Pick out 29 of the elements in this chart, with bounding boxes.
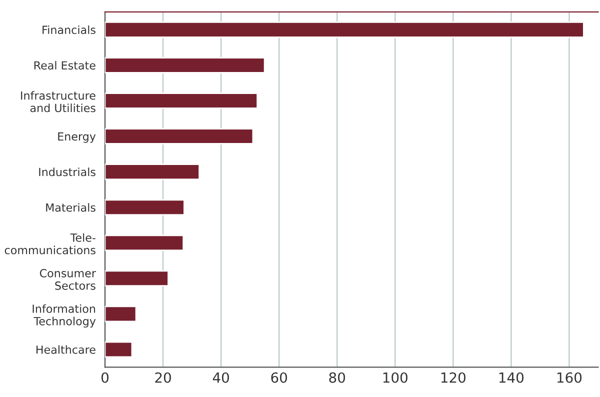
x-tick-label: 40 [212,372,229,383]
bar [105,234,184,252]
y-tick-label: Materials [46,203,96,212]
bar [105,164,200,180]
bar [105,199,185,216]
y-tick-label: Consumer Sectors [40,268,96,290]
x-tick-label: 120 [441,372,466,383]
y-tick-label: Financials [42,25,96,34]
x-tick-label: 160 [557,372,582,383]
bar [105,22,584,38]
bar [105,57,266,74]
y-tick-label: Tele- communications [4,233,96,254]
y-tick-label: Industrials [39,168,96,176]
x-tick-label: 80 [329,372,346,383]
x-tick-label: 20 [155,372,171,383]
bar [105,92,258,109]
bar [105,128,254,144]
x-tick-label: 60 [271,372,287,383]
x-tick-label: 140 [499,372,524,383]
y-tick-label: Energy [58,132,96,143]
x-tick-label: 100 [383,372,408,383]
y-tick-label: Healthcare [36,345,96,354]
x-tick-label: 0 [101,372,108,383]
bar [105,270,169,287]
y-tick-label: Infrastructure and Utilities [21,91,96,112]
y-tick-label: Real Estate [34,60,96,70]
bar [105,306,137,322]
y-tick-label: Information Technology [32,304,96,328]
bar [105,341,133,358]
